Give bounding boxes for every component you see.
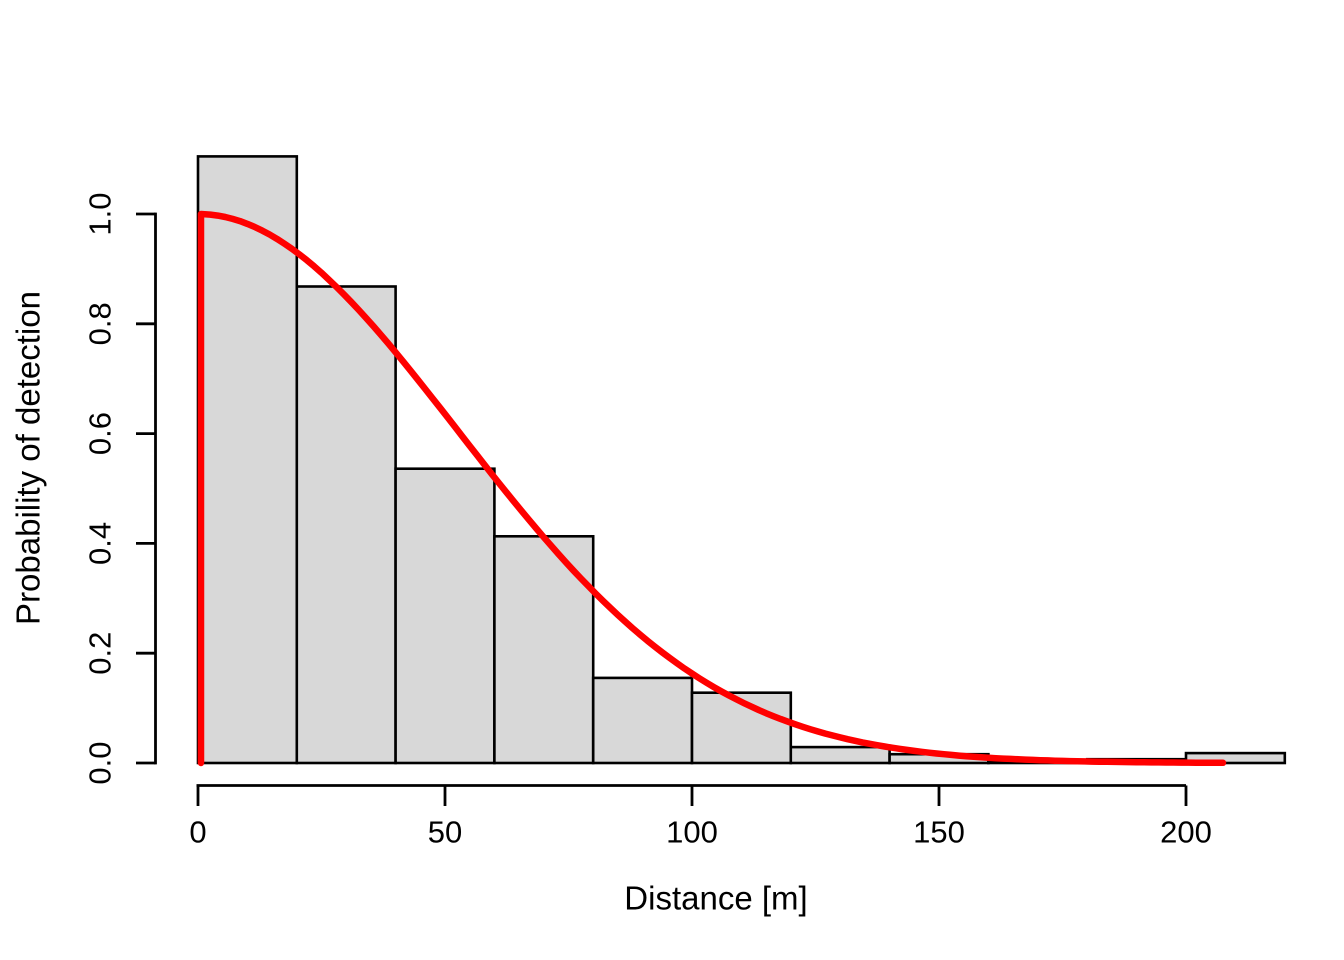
y-axis-title: Probability of detection bbox=[10, 291, 47, 625]
x-axis-tick-labels: 0 50 100 150 200 bbox=[189, 815, 1211, 850]
x-tick-label: 150 bbox=[913, 815, 965, 850]
y-tick-label: 0.0 bbox=[83, 741, 118, 784]
x-axis-ticks bbox=[196, 785, 1188, 806]
histogram-bars bbox=[196, 155, 1287, 765]
y-axis-ticks bbox=[136, 212, 156, 765]
histogram-bar bbox=[394, 467, 496, 765]
histogram-bar bbox=[493, 534, 595, 765]
x-axis-title: Distance [m] bbox=[624, 880, 807, 917]
y-tick-label: 0.6 bbox=[83, 412, 118, 455]
x-tick-label: 200 bbox=[1160, 815, 1212, 850]
histogram-bar bbox=[1184, 751, 1287, 765]
histogram-bar bbox=[789, 745, 891, 765]
y-axis-tick-labels: 0.0 0.2 0.4 0.6 0.8 1.0 bbox=[83, 192, 118, 784]
histogram-bar bbox=[196, 155, 299, 765]
detection-function bbox=[197, 210, 1227, 767]
x-tick-label: 0 bbox=[189, 815, 206, 850]
x-tick-label: 50 bbox=[428, 815, 462, 850]
histogram-bar bbox=[295, 285, 397, 765]
y-tick-label: 0.8 bbox=[83, 302, 118, 345]
detection-function-curve bbox=[197, 210, 1227, 767]
x-tick-label: 100 bbox=[666, 815, 718, 850]
y-tick-label: 1.0 bbox=[83, 192, 118, 235]
y-tick-label: 0.4 bbox=[83, 522, 118, 565]
histogram-bar bbox=[591, 676, 694, 765]
y-tick-label: 0.2 bbox=[83, 632, 118, 675]
